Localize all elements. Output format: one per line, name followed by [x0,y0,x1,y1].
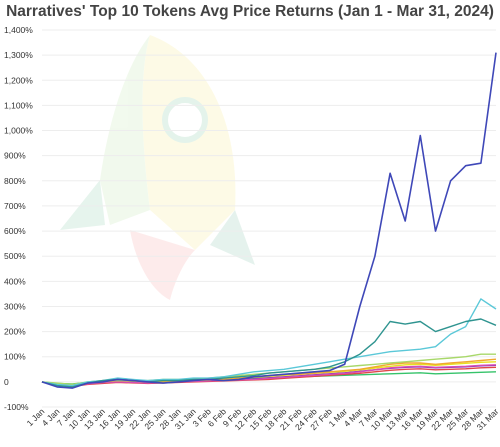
series-line-7 [41,364,497,387]
rocket-icon [60,35,255,300]
y-tick-label: 300% [4,301,26,311]
y-tick-label: 0 [4,377,9,387]
y-tick-label: 1,000% [4,126,33,136]
grid-lines [42,29,496,408]
y-tick-label: 200% [4,327,26,337]
y-tick-label: 1,200% [4,75,33,85]
y-tick-label: 800% [4,176,26,186]
series-lines [41,52,497,389]
y-tick-label: -100% [4,402,29,412]
y-tick-label: 1,300% [4,50,33,60]
y-tick-label: 400% [4,276,26,286]
y-tick-label: 500% [4,251,26,261]
series-line-3 [41,298,497,387]
y-tick-label: 700% [4,201,26,211]
y-tick-label: 1,100% [4,100,33,110]
y-tick-label: 1,400% [4,25,33,35]
series-line-1 [41,52,497,389]
y-axis-ticks: -100% 0 100% 200% 300% 400% 500% 600% 700% 800% 90… [4,25,33,412]
y-tick-label: 600% [4,226,26,236]
chart-title: Narratives' Top 10 Tokens Avg Price Retu… [6,3,494,20]
y-tick-label: 900% [4,151,26,161]
y-tick-label: 100% [4,352,26,362]
